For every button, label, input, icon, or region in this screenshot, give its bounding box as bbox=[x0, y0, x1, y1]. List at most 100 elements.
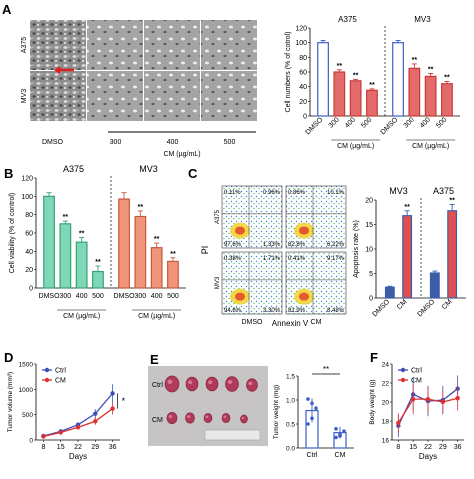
bar bbox=[317, 42, 329, 117]
quadrant-value: 0.41% bbox=[288, 256, 306, 262]
x-tick-label: 400 bbox=[151, 293, 163, 300]
panel-letter-e: E bbox=[150, 352, 159, 367]
group-label: A375 bbox=[63, 164, 84, 174]
bar bbox=[43, 195, 55, 289]
significance-mark: ** bbox=[79, 231, 85, 238]
flow-population-core bbox=[299, 292, 309, 301]
x-tick-label: CM bbox=[396, 298, 409, 311]
tumor-highlight bbox=[248, 381, 253, 385]
micro-row-label: A375 bbox=[21, 37, 28, 53]
significance-mark: ** bbox=[95, 259, 101, 266]
y-axis-label: Apoptosis rate (%) bbox=[353, 220, 360, 278]
tumor-highlight bbox=[188, 380, 193, 385]
bar bbox=[408, 67, 421, 117]
y-tick-label: 20 bbox=[382, 400, 390, 407]
bar bbox=[167, 260, 179, 289]
x-tick-label: 500 bbox=[167, 293, 179, 300]
cm-label-a: CM (µg/mL) bbox=[163, 151, 200, 158]
panel-letter-c: C bbox=[188, 166, 198, 181]
x-tick-label: 8 bbox=[41, 444, 45, 451]
y-tick-label: 80 bbox=[25, 212, 33, 219]
data-point bbox=[410, 396, 416, 402]
x-tick-label: 36 bbox=[109, 444, 117, 451]
x-axis-label: CM (µg/mL) bbox=[138, 313, 175, 320]
legend-label: CM bbox=[55, 378, 66, 385]
flow-plot bbox=[221, 251, 283, 315]
arrow-head-icon bbox=[54, 66, 60, 74]
y-tick-label: 0 bbox=[303, 114, 307, 121]
significance-mark: ** bbox=[369, 82, 375, 89]
y-tick-label: 1.0 bbox=[286, 398, 295, 405]
y-axis-label: Cell numbers (% of cotrol) bbox=[285, 32, 292, 113]
bar bbox=[402, 215, 413, 299]
x-tick-label: Ctrl bbox=[307, 452, 318, 459]
tumor-specimen bbox=[164, 375, 180, 393]
x-tick-label: DMSO bbox=[380, 116, 400, 136]
y-tick-label: 100 bbox=[21, 194, 33, 201]
x-tick-label: DMSO bbox=[305, 116, 325, 136]
tumor-specimen bbox=[185, 412, 195, 424]
quadrant-value: 0.38% bbox=[224, 256, 242, 262]
quadrant-value: 9.17% bbox=[327, 256, 345, 262]
legend-marker bbox=[400, 367, 406, 373]
y-tick-label: 60 bbox=[299, 70, 307, 77]
significance-mark: ** bbox=[323, 365, 329, 374]
data-point bbox=[425, 396, 431, 402]
photo-label-cm: CM bbox=[152, 417, 163, 424]
bar bbox=[92, 270, 104, 289]
tumor-specimen bbox=[203, 413, 213, 423]
x-axis-label: CM (µg/mL) bbox=[63, 313, 100, 320]
significance-mark: ** bbox=[353, 72, 359, 79]
legend-marker bbox=[44, 367, 50, 373]
y-tick-label: 80 bbox=[299, 55, 307, 62]
y-tick-label: 60 bbox=[25, 231, 33, 238]
bar bbox=[134, 215, 147, 289]
data-point bbox=[110, 406, 115, 411]
flow-population-core bbox=[235, 226, 245, 235]
data-point bbox=[310, 401, 314, 406]
quadrant-value: 94.6% bbox=[224, 308, 242, 314]
data-point bbox=[93, 419, 98, 424]
quadrant-value: 0.11% bbox=[224, 190, 241, 196]
y-tick-label: 24 bbox=[382, 362, 390, 369]
flow-plot bbox=[285, 185, 347, 249]
legend-label: CM bbox=[411, 378, 422, 385]
micro-image bbox=[201, 71, 257, 121]
micro-image bbox=[87, 71, 143, 121]
quadrant-value: 81.9% bbox=[288, 308, 306, 314]
y-tick-label: 1000 bbox=[19, 387, 34, 394]
micro-col-label: 300 bbox=[110, 139, 122, 146]
x-tick-label: 15 bbox=[409, 444, 417, 451]
y-tick-label: 15 bbox=[365, 222, 373, 229]
data-point bbox=[338, 434, 342, 438]
tumor-highlight bbox=[223, 415, 227, 418]
tumor-highlight bbox=[208, 380, 213, 385]
x-tick-label: 400 bbox=[76, 293, 88, 300]
bar bbox=[366, 89, 378, 117]
micro-image bbox=[30, 71, 86, 121]
data-point bbox=[334, 435, 338, 440]
y-tick-label: 1.5 bbox=[286, 374, 295, 381]
panel-a: A A375 MV3 DMSO 300 400 500 CM (µg/mL) bbox=[2, 2, 257, 158]
x-tick-label: 300 bbox=[60, 293, 72, 300]
significance-mark: ** bbox=[428, 66, 434, 73]
y-axis-label: Tumor weight (mg) bbox=[273, 385, 280, 439]
bar bbox=[59, 223, 72, 289]
bar bbox=[384, 286, 395, 299]
data-point bbox=[75, 425, 81, 430]
tumor-specimen bbox=[166, 411, 178, 425]
chart-area: 020406080100120A375DMSO**300**400**500MV… bbox=[4, 15, 466, 461]
significance-mark: ** bbox=[138, 204, 144, 211]
bar bbox=[424, 75, 437, 117]
x-tick-label: 29 bbox=[91, 444, 99, 451]
data-point bbox=[58, 430, 63, 435]
y-tick-label: 5 bbox=[369, 271, 373, 278]
tumor-specimen bbox=[246, 378, 258, 392]
significance-mark: ** bbox=[404, 204, 410, 211]
x-tick-label: 15 bbox=[57, 444, 65, 451]
group-label: MV3 bbox=[389, 186, 408, 196]
data-point bbox=[342, 429, 346, 434]
bar bbox=[333, 71, 346, 117]
y-tick-label: 500 bbox=[22, 412, 33, 419]
photo-label-ctrl: Ctrl bbox=[152, 382, 163, 389]
